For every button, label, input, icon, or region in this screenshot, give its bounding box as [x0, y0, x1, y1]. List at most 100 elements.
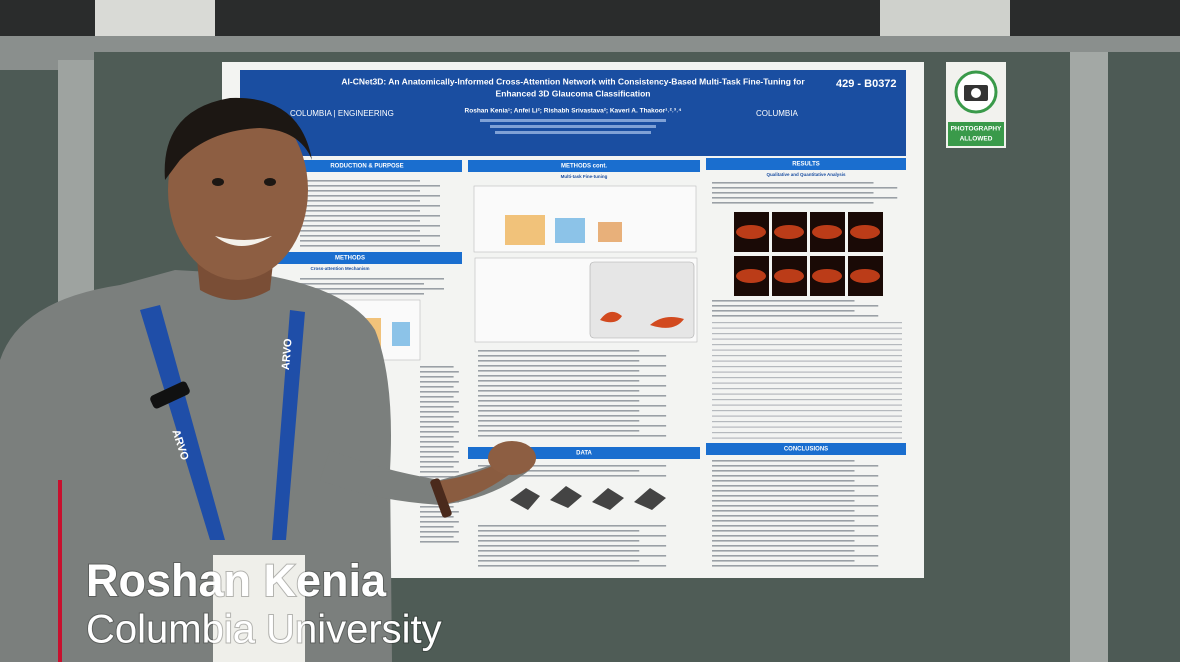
- table-row: [712, 349, 902, 351]
- heatmap-glow: [774, 225, 804, 239]
- text-line: [712, 500, 855, 502]
- text-line: [420, 421, 459, 423]
- text-line: [712, 485, 879, 487]
- subheading: Cross-attention Mechanism: [310, 266, 369, 271]
- text-line: [300, 230, 420, 232]
- accent-line: [58, 480, 62, 662]
- hair: [164, 97, 312, 180]
- text-line: [712, 560, 855, 562]
- speaker-name: Roshan Kenia: [86, 555, 387, 606]
- text-line: [478, 555, 667, 557]
- text-line: [712, 555, 879, 557]
- text-line: [420, 366, 454, 368]
- wall-panel: [95, 0, 215, 40]
- text-line: [420, 376, 454, 378]
- text-line: [300, 245, 440, 247]
- text-line: [478, 380, 640, 382]
- text-line: [712, 197, 898, 199]
- badge: [213, 555, 305, 662]
- data-volumes: [510, 486, 666, 510]
- heatmap-grid: [734, 212, 883, 296]
- text-line: [478, 435, 667, 437]
- heatmap-glow: [812, 269, 842, 283]
- text-line: [478, 385, 667, 387]
- text-line: [712, 470, 855, 472]
- text-line: [712, 565, 879, 567]
- lanyard-strap: [140, 305, 225, 540]
- text-line: [300, 240, 420, 242]
- text-line: [300, 210, 420, 212]
- table-row: [712, 399, 902, 401]
- text-line: [420, 436, 454, 438]
- text-line: [420, 401, 459, 403]
- text-line: [478, 475, 667, 477]
- text-line: [478, 425, 667, 427]
- affiliation-line: [495, 131, 651, 134]
- text-line: [300, 200, 420, 202]
- text-line: [712, 475, 879, 477]
- text-line: [420, 451, 459, 453]
- text-line: [300, 185, 440, 187]
- section-heading: CONCLUSIONS: [784, 447, 828, 453]
- affiliation-line: [480, 119, 666, 122]
- text-line: [478, 400, 640, 402]
- table-row: [712, 415, 902, 417]
- table-row: [712, 338, 902, 340]
- section-heading: METHODS: [335, 256, 365, 262]
- text-line: [478, 350, 640, 352]
- heatmap-shape: [600, 311, 684, 328]
- text-line: [300, 288, 444, 290]
- text-line: [478, 365, 667, 367]
- table-row: [712, 371, 902, 373]
- text-line: [420, 446, 454, 448]
- heatmap-glow: [812, 225, 842, 239]
- text-line: [420, 456, 454, 458]
- text-line: [420, 511, 459, 513]
- text-line: [712, 550, 855, 552]
- text-line: [420, 466, 454, 468]
- table-row: [712, 437, 902, 439]
- section-bar: [468, 160, 700, 172]
- text-line: [712, 510, 855, 512]
- figure-block: [555, 218, 585, 243]
- table-row: [712, 360, 902, 362]
- text-line: [478, 395, 667, 397]
- text-line: [478, 565, 667, 567]
- wall-panel: [880, 0, 1010, 38]
- text-line: [712, 495, 879, 497]
- text-line: [712, 490, 855, 492]
- text-line: [300, 205, 440, 207]
- text-line: [712, 480, 855, 482]
- text-line: [420, 506, 454, 508]
- text-line: [300, 225, 440, 227]
- table-row: [712, 426, 902, 428]
- sign-label-bg: [948, 122, 1004, 146]
- eye: [212, 178, 224, 186]
- text-line: [420, 521, 459, 523]
- text-line: [300, 283, 424, 285]
- heatmap-glow: [736, 269, 766, 283]
- section-heading: METHODS cont.: [561, 164, 607, 170]
- text-line: [420, 371, 459, 373]
- heatmap-glow: [736, 225, 766, 239]
- text-line: [478, 545, 667, 547]
- poster-id: 429 - B0372: [836, 78, 897, 90]
- table-row: [712, 366, 902, 368]
- text-line: [478, 375, 667, 377]
- text-line: [300, 195, 440, 197]
- text-line: [712, 187, 898, 189]
- text-line: [420, 396, 454, 398]
- figure-block: [392, 322, 410, 346]
- text-line: [712, 315, 879, 317]
- section-heading: DATA: [576, 451, 592, 457]
- text-line: [420, 416, 454, 418]
- text-line: [712, 530, 855, 532]
- text-line: [420, 526, 454, 528]
- text-line: [420, 391, 459, 393]
- section-bar: [706, 443, 906, 455]
- watch: [430, 478, 452, 518]
- board-post: [1070, 52, 1108, 662]
- figure-block: [598, 222, 622, 242]
